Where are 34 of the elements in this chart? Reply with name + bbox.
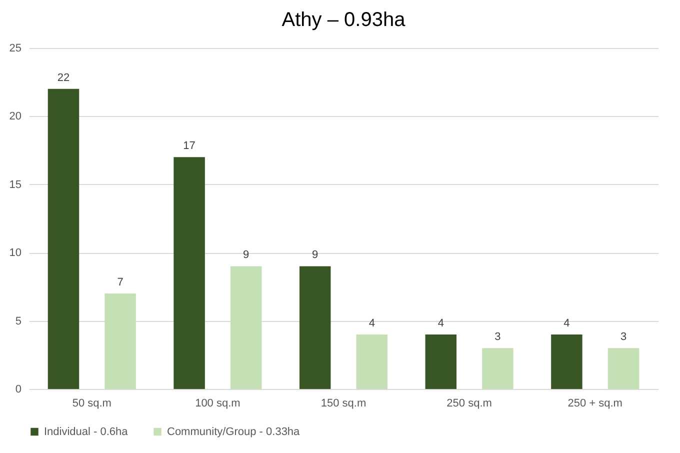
x-tick-label: 150 sq.m: [320, 398, 366, 410]
x-tick-label: 250 + sq.m: [568, 398, 622, 410]
y-tick-label: 10: [9, 247, 22, 260]
bar: [48, 88, 80, 389]
chart-title: Athy – 0.93ha: [282, 9, 406, 31]
data-label: 4: [564, 317, 570, 330]
bar: [482, 348, 514, 389]
y-tick-label: 5: [15, 315, 22, 328]
bar: [230, 266, 262, 389]
data-label: 9: [312, 249, 318, 262]
data-label: 7: [117, 276, 124, 289]
y-tick-label: 20: [9, 110, 22, 123]
y-tick-label: 25: [9, 42, 22, 54]
data-label: 4: [368, 317, 375, 330]
x-tick-label: 100 sq.m: [195, 398, 240, 410]
x-tick-label: 250 sq.m: [446, 398, 492, 410]
legend-label: Individual - 0.6ha: [44, 426, 129, 438]
data-label: 17: [183, 140, 196, 152]
data-label: 22: [57, 72, 70, 84]
bar: [299, 266, 331, 389]
bar: [425, 334, 457, 389]
data-label: 4: [438, 317, 444, 330]
bar: [551, 334, 582, 389]
y-tick-label: 0: [15, 384, 22, 396]
y-tick-label: 15: [9, 178, 22, 191]
bar: [608, 348, 640, 389]
x-tick-label: 50 sq.m: [72, 398, 112, 410]
data-label: 3: [494, 331, 501, 344]
bar: [104, 294, 136, 389]
data-label: 9: [243, 249, 250, 262]
data-label: 3: [620, 331, 627, 344]
legend-label: Community/Group - 0.33ha: [167, 426, 301, 438]
bar: [174, 157, 205, 389]
bar: [356, 334, 388, 389]
